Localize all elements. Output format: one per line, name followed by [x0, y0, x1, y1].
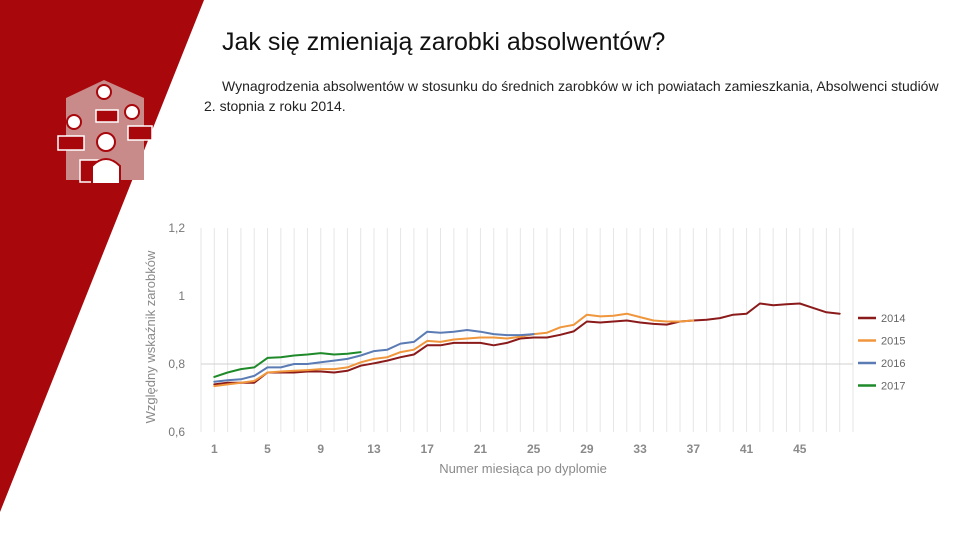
x-tick-label: 41 [740, 442, 754, 456]
series-line-2017 [213, 351, 362, 378]
x-tick-label: 1 [211, 442, 218, 456]
y-tick-label: 0,8 [168, 357, 185, 371]
x-tick-label: 13 [367, 442, 381, 456]
salary-ratio-line-chart: 0,6 0,8 1 1,2 1 5 9 13 17 21 25 29 33 37 41 45 Względny… [143, 221, 905, 476]
x-tick-label: 5 [264, 442, 271, 456]
legend-label-2014: 2014 [881, 313, 905, 325]
x-tick-label: 37 [687, 442, 701, 456]
legend-label-2015: 2015 [881, 336, 905, 348]
series-line-2014 [213, 302, 841, 386]
chart-series [213, 302, 841, 388]
x-tick-label: 33 [633, 442, 647, 456]
y-axis-label: Względny wskaźnik zarobków [143, 250, 158, 423]
legend-label-2017: 2017 [881, 381, 905, 393]
x-tick-label: 29 [580, 442, 594, 456]
x-tick-label: 9 [317, 442, 324, 456]
x-tick-label: 17 [421, 442, 435, 456]
x-tick-label: 21 [474, 442, 488, 456]
slide-subtitle: Wynagrodzenia absolwentów w stosunku do … [204, 78, 939, 114]
graduates-money-icon [57, 80, 153, 185]
y-tick-label: 1 [178, 289, 185, 303]
y-tick-label: 1,2 [168, 221, 185, 235]
x-tick-label: 25 [527, 442, 541, 456]
x-tick-label: 45 [793, 442, 807, 456]
red-accent-stripe [0, 0, 204, 512]
x-axis-label: Numer miesiąca po dyplomie [439, 461, 607, 476]
legend-label-2016: 2016 [881, 358, 905, 370]
slide-title: Jak się zmieniają zarobki absolwentów? [222, 28, 666, 56]
series-line-2015 [213, 312, 695, 388]
y-tick-label: 0,6 [168, 425, 185, 439]
chart-grid [200, 228, 854, 432]
series-line-2016 [213, 329, 535, 383]
chart-legend: 2014 2015 2016 2017 [858, 313, 905, 393]
chart-ticks: 0,6 0,8 1 1,2 1 5 9 13 17 21 25 29 33 37 41 45 [168, 221, 806, 456]
